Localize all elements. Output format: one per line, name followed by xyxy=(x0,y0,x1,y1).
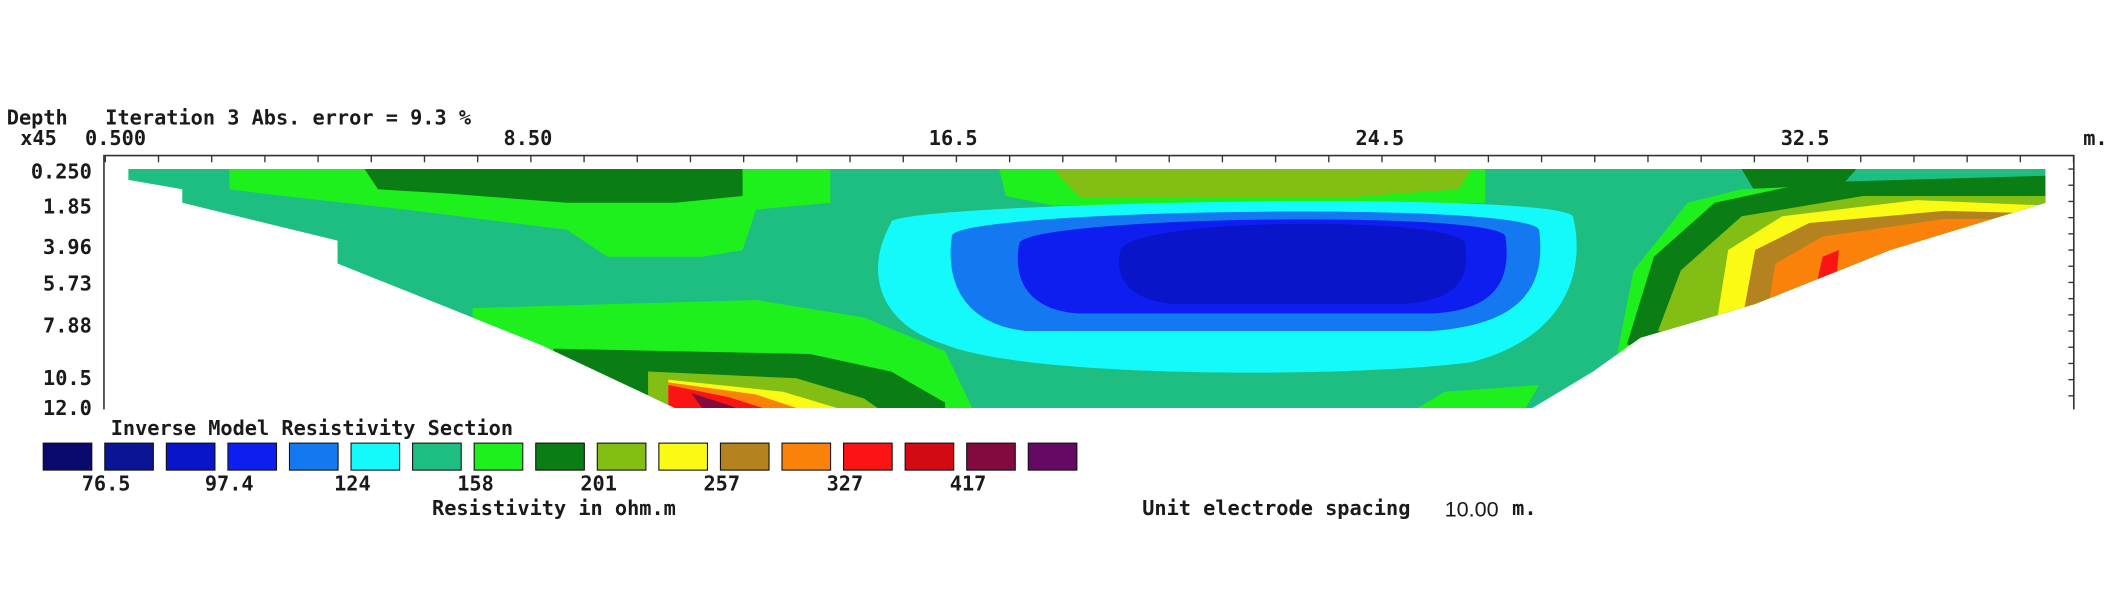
legend-unit: Resistivity in ohm.m xyxy=(432,496,676,520)
color-swatch xyxy=(350,442,401,471)
scale-label: x45 xyxy=(20,126,57,150)
unit-label: m. xyxy=(2083,126,2107,150)
legend-label: 124 xyxy=(334,471,371,495)
legend-title: Inverse Model Resistivity Section xyxy=(111,416,513,440)
color-swatch xyxy=(1027,442,1078,471)
color-swatch xyxy=(658,442,709,471)
x-tick-label: 16.5 xyxy=(929,126,978,150)
zone xyxy=(1417,385,1540,409)
color-swatch xyxy=(904,442,955,471)
tick-marks xyxy=(104,155,2075,397)
zone xyxy=(1768,218,2046,409)
y-tick-label: 0.250 xyxy=(31,160,92,184)
depth-label: Depth xyxy=(7,106,68,130)
zone xyxy=(668,385,763,409)
color-swatch xyxy=(719,442,770,471)
color-swatch xyxy=(535,442,585,471)
color-swatch xyxy=(104,442,154,471)
spacing-value: 10.00 xyxy=(1445,496,1499,521)
legend-label: 97.4 xyxy=(205,471,254,495)
color-swatch xyxy=(596,442,647,471)
x-tick-label: 24.5 xyxy=(1355,126,1404,150)
spacing-unit: m. xyxy=(1512,496,1536,520)
color-swatch xyxy=(42,442,93,471)
y-tick-label: 3.96 xyxy=(43,235,92,259)
legend-label: 417 xyxy=(950,471,987,495)
legend-label: 327 xyxy=(827,471,864,495)
legend-label: 201 xyxy=(580,471,617,495)
color-swatch xyxy=(781,442,832,471)
x-tick-label: 32.5 xyxy=(1781,126,1830,150)
x-tick-label: 0.500 xyxy=(85,126,146,150)
y-tick-label: 7.88 xyxy=(43,314,92,338)
y-tick-label: 5.73 xyxy=(43,272,92,296)
zone xyxy=(1053,169,1472,198)
y-tick-label: 10.5 xyxy=(43,366,92,390)
legend-label: 158 xyxy=(457,471,494,495)
color-swatch xyxy=(473,442,524,471)
color-swatch xyxy=(227,442,278,471)
zone xyxy=(364,169,743,203)
color-swatch xyxy=(843,442,893,471)
color-legend: 76.5 97.4 124 158 201 257 327 417 xyxy=(42,442,1078,495)
zone xyxy=(691,393,736,409)
legend-label: 76.5 xyxy=(82,471,131,495)
y-tick-label: 12.0 xyxy=(43,396,92,420)
color-swatch xyxy=(966,442,1016,471)
spacing-label: Unit electrode spacing xyxy=(1142,496,1410,520)
color-swatch xyxy=(288,442,339,471)
x-tick-label: 8.50 xyxy=(504,126,553,150)
resistivity-section xyxy=(128,169,2046,409)
color-swatch xyxy=(165,442,216,471)
zone xyxy=(1118,223,1467,305)
y-tick-label: 1.85 xyxy=(43,195,92,219)
color-swatch xyxy=(412,442,462,471)
legend-label: 257 xyxy=(703,471,740,495)
iteration-label: Iteration 3 Abs. error = 9.3 % xyxy=(105,106,472,130)
